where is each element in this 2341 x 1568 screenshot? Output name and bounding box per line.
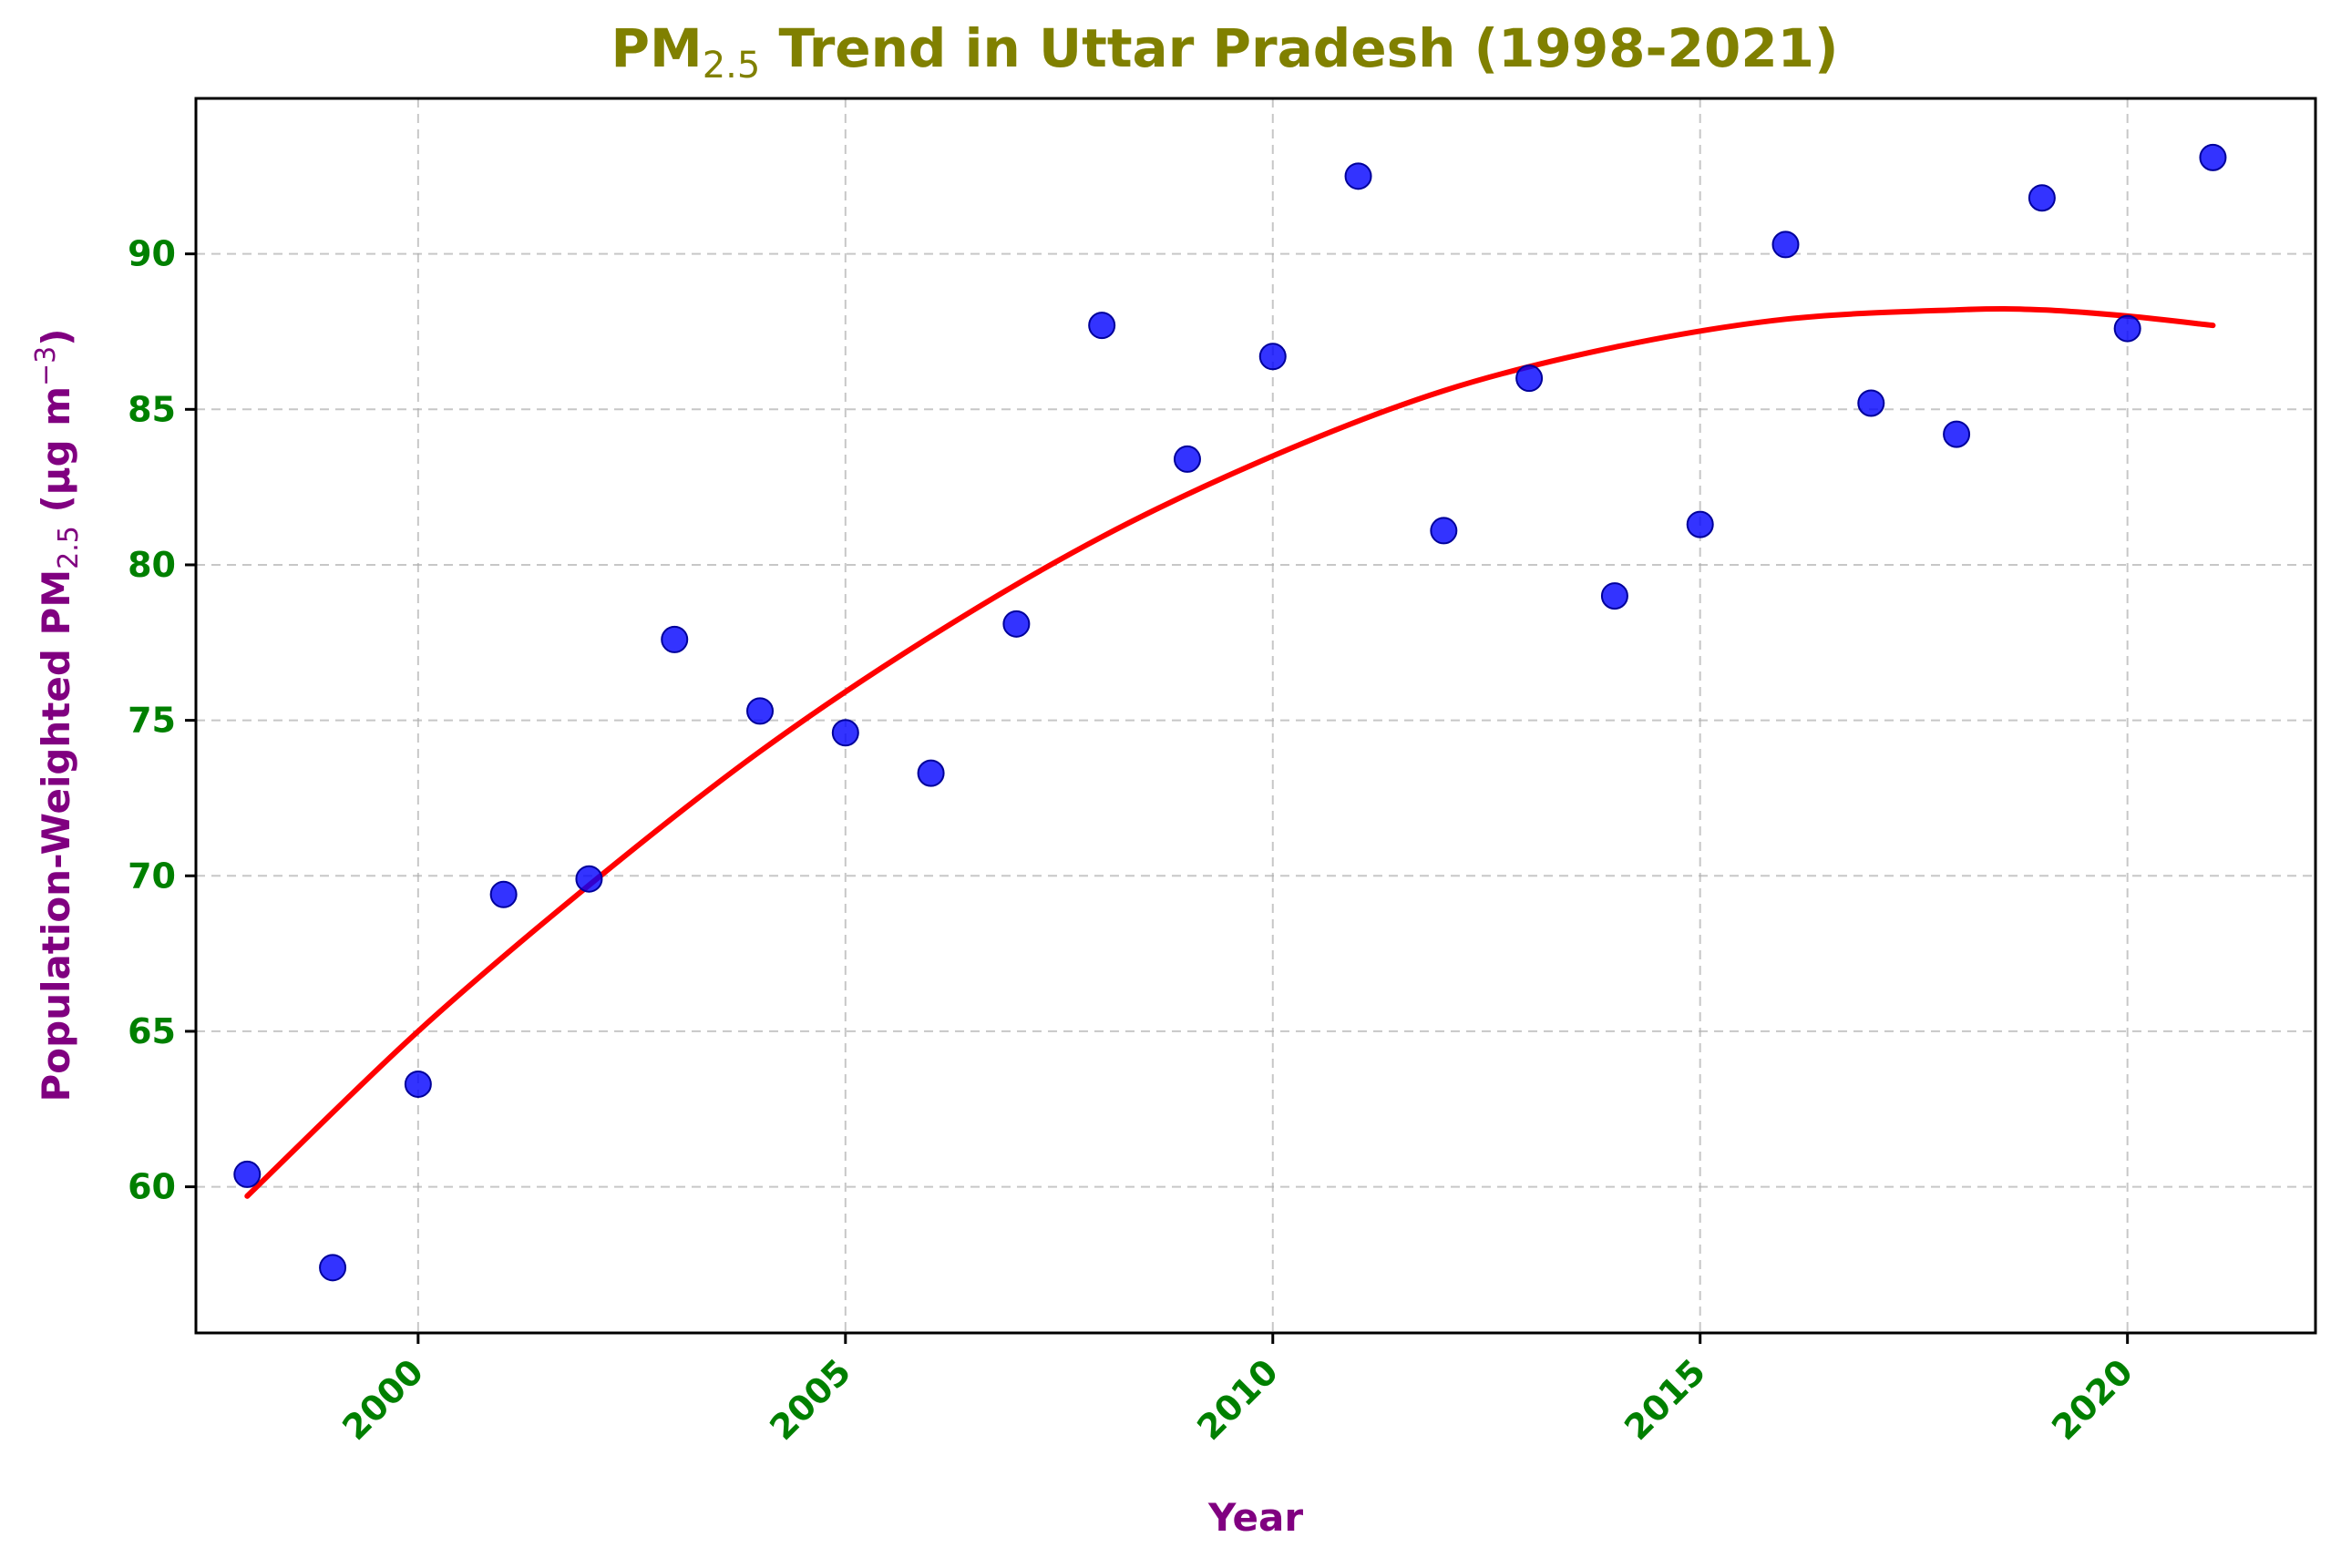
trend-layer: [244, 306, 2216, 1199]
y-tick-label: 90: [128, 234, 176, 274]
plot-frame: [194, 97, 2317, 1335]
data-point: [746, 697, 775, 725]
data-point: [1430, 517, 1458, 545]
data-point: [1088, 312, 1116, 340]
chart-title-subscript: 2.5: [703, 45, 761, 87]
data-point: [1686, 510, 1714, 538]
data-point: [1258, 343, 1287, 371]
y-axis-label-prefix: Population-Weighted PM: [34, 569, 78, 1102]
data-point: [1600, 582, 1628, 610]
y-tick-label: 85: [128, 389, 176, 429]
trend-line: [244, 306, 2216, 1199]
data-point: [1515, 364, 1544, 393]
chart-title-prefix: PM: [611, 17, 702, 79]
data-point: [489, 880, 518, 908]
y-tick-label: 70: [128, 856, 176, 896]
y-axis-label-close: ): [34, 329, 78, 346]
y-axis-label-superscript: −3: [30, 346, 62, 386]
grid-layer: [196, 98, 2315, 1333]
data-point: [1344, 162, 1372, 190]
data-point: [1173, 445, 1201, 473]
data-point: [1857, 389, 1885, 417]
data-point: [1943, 420, 1971, 448]
data-point: [1771, 231, 1800, 259]
y-tick-layer: 60 65 70 75 80 85 90: [128, 234, 196, 1207]
data-point: [917, 759, 945, 787]
y-tick-label: 60: [128, 1167, 176, 1207]
data-point: [1002, 610, 1031, 638]
y-axis-label: Population-Weighted PM2.5 (µg m−3): [30, 329, 85, 1102]
data-point: [233, 1160, 262, 1188]
data-point: [319, 1254, 347, 1282]
data-point: [831, 719, 859, 747]
chart-title-suffix: Trend in Uttar Pradesh (1998-2021): [760, 17, 1838, 79]
data-point: [575, 865, 603, 893]
data-point: [2113, 314, 2141, 343]
chart-title: PM2.5 Trend in Uttar Pradesh (1998-2021): [611, 17, 1838, 87]
y-tick-label: 80: [128, 545, 176, 585]
data-point: [661, 625, 689, 653]
data-point: [2199, 143, 2227, 171]
y-axis-label-subscript: 2.5: [53, 526, 85, 569]
data-point: [404, 1070, 432, 1098]
point-layer: [233, 143, 2227, 1282]
data-point: [2028, 184, 2056, 212]
y-tick-label: 75: [128, 701, 176, 741]
x-axis-label: Year: [1207, 1495, 1303, 1540]
y-axis-label-unit: (µg m: [34, 386, 78, 526]
y-tick-label: 65: [128, 1011, 176, 1051]
